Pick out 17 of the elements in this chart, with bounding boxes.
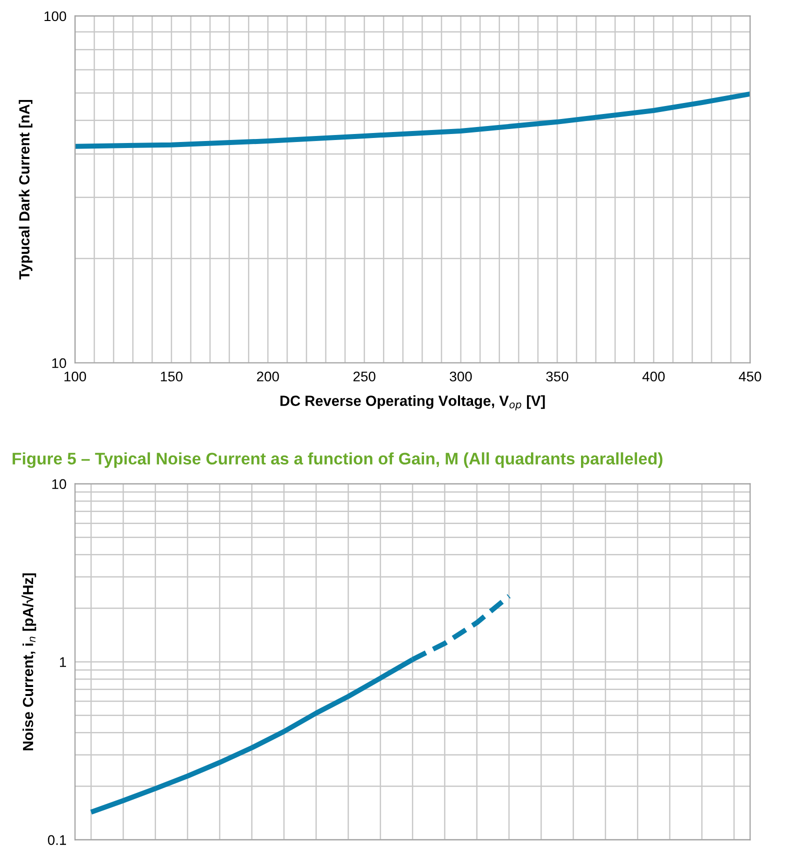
x-tick-label: 150 [160, 372, 182, 382]
y-axis-title: Typucal Dark Current [nA] [18, 100, 32, 280]
x-axis-title: DC Reverse Operating Voltage, V$_{op}$ [V] [280, 395, 545, 410]
y-tick-label: 10 [52, 358, 66, 368]
x-tick-label: 350 [546, 372, 568, 382]
x-tick-label: 100 [64, 372, 86, 382]
y-tick-label: 100 [44, 11, 66, 22]
x-tick-label: 300 [450, 372, 472, 382]
y-tick-label: 1 [60, 657, 66, 667]
y-tick-label: 10 [52, 479, 66, 490]
x-tick-label: 450 [738, 372, 762, 382]
chart-title: Figure 5 – Typical Noise Current as a function of Gain, M (All quadrants paralleled) [12, 452, 662, 468]
x-tick-label: 250 [353, 372, 376, 382]
x-tick-label: 200 [257, 372, 279, 382]
y-tick-label: 0.1 [48, 835, 66, 845]
y-axis-title: Noise Current, i$_{n}$ [pA/√Hz] [22, 573, 36, 750]
x-tick-label: 400 [642, 372, 665, 382]
